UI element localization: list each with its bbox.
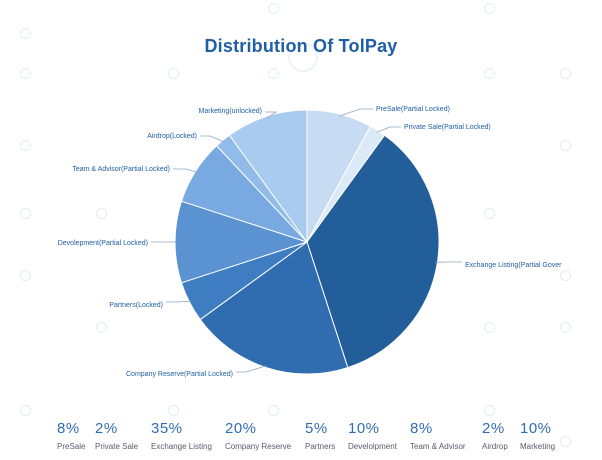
stat-label: Private Sale: [95, 442, 139, 451]
stat-label: Marketing: [520, 442, 556, 451]
background-dot-icon: [96, 322, 107, 333]
stat-label: Develolpment: [348, 442, 397, 451]
background-dot-icon: [20, 68, 31, 79]
slice-label-0: PreSale(Partial Locked): [376, 106, 450, 113]
background-dot-icon: [20, 270, 31, 281]
watermark-logo: [288, 42, 318, 72]
background-dot-icon: [268, 3, 279, 14]
stat-label: PreSale: [57, 442, 86, 451]
slice-label-5: Devolepment(Partial Locked): [58, 240, 148, 247]
background-dot-icon: [484, 208, 495, 219]
leader-line-6: [173, 168, 198, 173]
stat-presale: 8% PreSale: [57, 420, 85, 451]
pie-slice-8: [228, 109, 308, 244]
slice-label-2: Exchange Listing(Partial Gover: [465, 262, 562, 269]
background-dot-icon: [484, 322, 495, 333]
stats-row: 8% PreSale 2% Private Sale 35% Exchange …: [0, 420, 602, 460]
stat-percent: 5%: [305, 420, 328, 437]
leader-line-0: [339, 108, 373, 117]
leader-line-8: [265, 111, 278, 119]
stat-label: Partners: [305, 442, 336, 451]
leader-line-4: [166, 300, 192, 303]
stat-percent: 10%: [348, 420, 380, 437]
slice-label-1: Private Sale(Partial Locked): [404, 124, 491, 131]
stat-label: Team & Advisor: [410, 442, 466, 451]
background-dot-icon: [560, 436, 571, 447]
stat-label: Airdrop: [482, 442, 508, 451]
background-dot-icon: [560, 322, 571, 333]
slice-label-7: Airdrop(Locked): [147, 133, 197, 140]
distribution-pie-chart: PreSale(Partial Locked) Private Sale(Part…: [58, 106, 562, 378]
slice-label-3: Company Reserve(Partial Locked): [126, 371, 233, 378]
stat-percent: 10%: [520, 420, 552, 437]
stat-private-sale: 2% Private Sale: [95, 420, 138, 451]
background-dot-icon: [484, 3, 495, 14]
background-dot-icon: [168, 405, 179, 416]
background-dot-icon: [168, 68, 179, 79]
leader-line-1: [376, 126, 401, 133]
slice-label-4: Partners(Locked): [109, 302, 163, 309]
background-dot-icon: [20, 208, 31, 219]
stat-percent: 8%: [410, 420, 433, 437]
stat-exchange-listing: 35% Exchange Listing: [151, 420, 212, 451]
background-dot-icon: [560, 68, 571, 79]
background-dot-icon: [96, 208, 107, 219]
stat-percent: 8%: [57, 420, 80, 437]
leader-line-7: [200, 135, 225, 143]
stat-development: 10% Develolpment: [348, 420, 397, 451]
stat-percent: 35%: [151, 420, 183, 437]
background-dot-icon: [484, 405, 495, 416]
pie-slice-3: [199, 241, 349, 375]
background-dot-icon: [20, 28, 31, 39]
background-dot-icon: [268, 68, 279, 79]
slice-label-6: Team & Advisor(Partial Locked): [72, 166, 170, 173]
background-dot-icon: [20, 405, 31, 416]
stat-percent: 2%: [482, 420, 505, 437]
stat-airdrop: 2% Airdrop: [482, 420, 508, 451]
background-dot-icon: [560, 270, 571, 281]
stat-label: Company Reserve: [225, 442, 292, 451]
slice-label-8: Marketing(unlocked): [199, 108, 262, 115]
stat-team-advisor: 8% Team & Advisor: [410, 420, 466, 451]
background-dot-icon: [484, 68, 495, 79]
stat-label: Exchange Listing: [151, 442, 212, 451]
stat-percent: 2%: [95, 420, 118, 437]
background-dot-icon: [560, 140, 571, 151]
stat-company-reserve: 20% Company Reserve: [225, 420, 291, 451]
background-dot-icon: [20, 140, 31, 151]
stat-partners: 5% Partners: [305, 420, 335, 451]
stat-marketing: 10% Marketing: [520, 420, 555, 451]
leader-line-3: [236, 365, 267, 373]
background-dot-icon: [268, 405, 279, 416]
stat-percent: 20%: [225, 420, 257, 437]
page-title: Distribution Of TolPay: [204, 36, 398, 56]
